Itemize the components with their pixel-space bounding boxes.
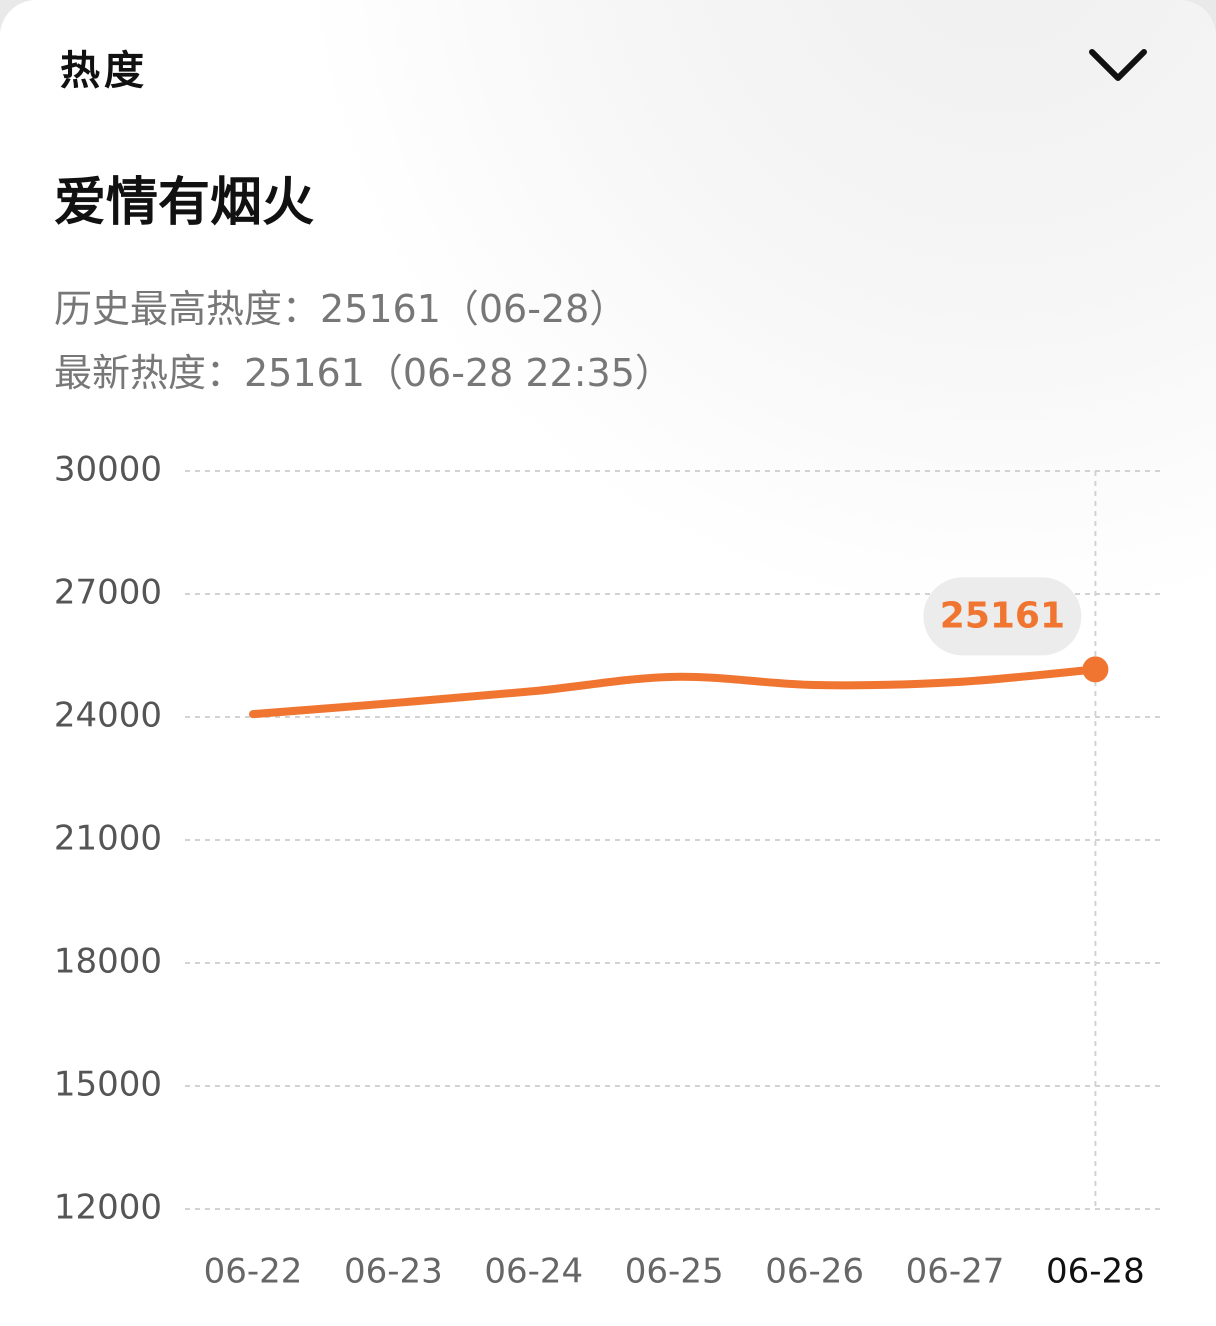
section-title: 热度 (60, 48, 148, 94)
y-tick-label: 12000 (54, 1188, 162, 1228)
collapse-icon[interactable] (1088, 46, 1148, 86)
y-tick-label: 18000 (54, 942, 162, 982)
stat-line: 历史最高热度：25161（06-28） (54, 287, 628, 331)
series-line (249, 665, 1100, 719)
y-tick-label: 24000 (54, 696, 162, 736)
x-tick-label: 06-26 (765, 1252, 864, 1292)
y-tick-label: 30000 (54, 450, 162, 490)
point (1082, 656, 1109, 683)
title: 爱情有烟火 (54, 173, 315, 233)
stat-line: 最新热度：25161（06-28 22:35） (54, 351, 673, 395)
x-tick-label: 06-28 (1046, 1252, 1145, 1292)
x-tick-label: 06-25 (625, 1252, 724, 1292)
data-label: 25161 (940, 595, 1065, 636)
tooltip (923, 577, 1082, 656)
y-tick-label: 15000 (54, 1065, 162, 1105)
x-tick-label: 06-23 (344, 1252, 443, 1292)
y-tick-label: 27000 (54, 573, 162, 613)
y-tick-label: 21000 (54, 819, 162, 859)
x-tick-label: 06-27 (906, 1252, 1005, 1292)
x-tick-label: 06-24 (484, 1252, 583, 1292)
x-tick-label: 06-22 (204, 1252, 303, 1292)
